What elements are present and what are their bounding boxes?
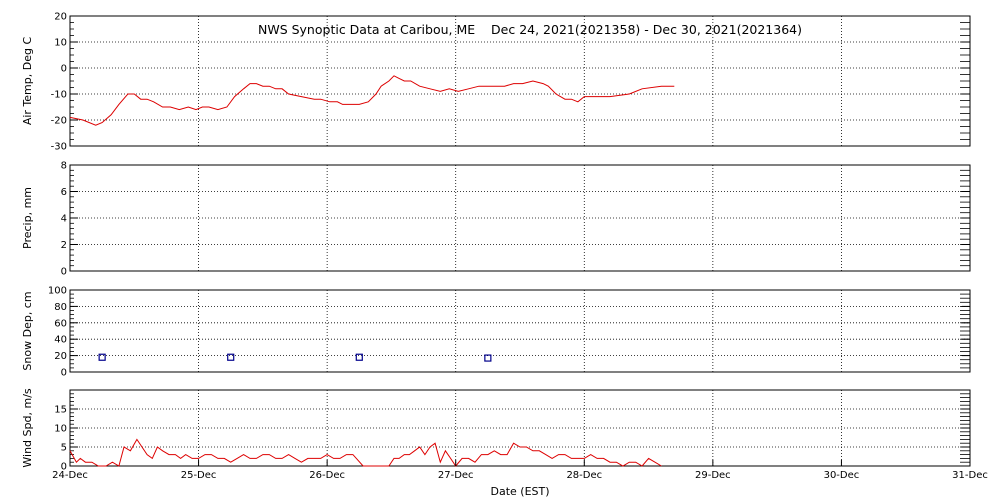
x-tick-label: 24-Dec bbox=[52, 470, 88, 481]
y-tick-label: 40 bbox=[54, 335, 67, 346]
y-tick-label: 6 bbox=[61, 187, 67, 198]
y-tick-label: 60 bbox=[54, 318, 67, 329]
y-tick-label: 10 bbox=[54, 424, 67, 435]
y-tick-label: -20 bbox=[51, 116, 67, 127]
data-point bbox=[484, 354, 492, 362]
data-point bbox=[355, 353, 363, 361]
y-tick-label: 15 bbox=[54, 405, 67, 416]
x-tick-label: 25-Dec bbox=[181, 470, 217, 481]
y-axis-title: Air Temp, Deg C bbox=[21, 37, 34, 126]
y-tick-label: 0 bbox=[61, 368, 67, 379]
data-point bbox=[227, 353, 235, 361]
y-axis-title: Precip, mm bbox=[21, 187, 34, 249]
panel-air-temp: 20 10 0 -10 -20 -30 Air Temp, Deg C bbox=[21, 12, 971, 153]
y-tick-label: 8 bbox=[61, 161, 67, 172]
y-tick-label: 2 bbox=[61, 240, 67, 251]
y-tick-label: -30 bbox=[51, 142, 67, 153]
y-tick-label: -10 bbox=[51, 90, 67, 101]
x-tick-label: 28-Dec bbox=[566, 470, 602, 481]
chart-title: NWS Synoptic Data at Caribou, ME Dec 24,… bbox=[258, 22, 802, 37]
y-tick-label: 0 bbox=[61, 462, 67, 473]
panel-precip: 8 6 4 2 0 Precip, mm bbox=[21, 161, 971, 278]
y-tick-label: 0 bbox=[61, 267, 67, 278]
x-tick-label: 27-Dec bbox=[438, 470, 474, 481]
y-axis-title: Wind Spd, m/s bbox=[21, 388, 34, 468]
y-tick-label: 4 bbox=[61, 214, 67, 225]
y-tick-label: 0 bbox=[61, 64, 67, 75]
x-tick-label: 31-Dec bbox=[952, 470, 988, 481]
y-tick-label: 10 bbox=[54, 38, 67, 49]
panel-snow-depth: 100 80 60 40 20 0 Snow Dep, cm bbox=[21, 286, 971, 379]
series-line bbox=[69, 75, 675, 126]
data-point bbox=[98, 353, 106, 361]
panel-frame bbox=[69, 164, 971, 272]
panel-wind-speed: 15 10 5 0 Wind Spd, m/s bbox=[21, 388, 971, 473]
y-tick-label: 100 bbox=[48, 286, 67, 297]
x-axis-title: Date (EST) bbox=[490, 485, 549, 498]
x-tick-label: 26-Dec bbox=[309, 470, 345, 481]
y-axis-title: Snow Dep, cm bbox=[21, 291, 34, 370]
y-tick-label: 80 bbox=[54, 302, 67, 313]
x-tick-label: 30-Dec bbox=[824, 470, 860, 481]
series-line bbox=[69, 438, 662, 467]
y-tick-label: 20 bbox=[54, 12, 67, 23]
panel-frame bbox=[69, 389, 971, 467]
panel-frame bbox=[69, 15, 971, 147]
panel-frame bbox=[69, 289, 971, 373]
y-tick-label: 20 bbox=[54, 351, 67, 362]
x-tick-label: 29-Dec bbox=[695, 470, 731, 481]
y-tick-label: 5 bbox=[61, 443, 67, 454]
